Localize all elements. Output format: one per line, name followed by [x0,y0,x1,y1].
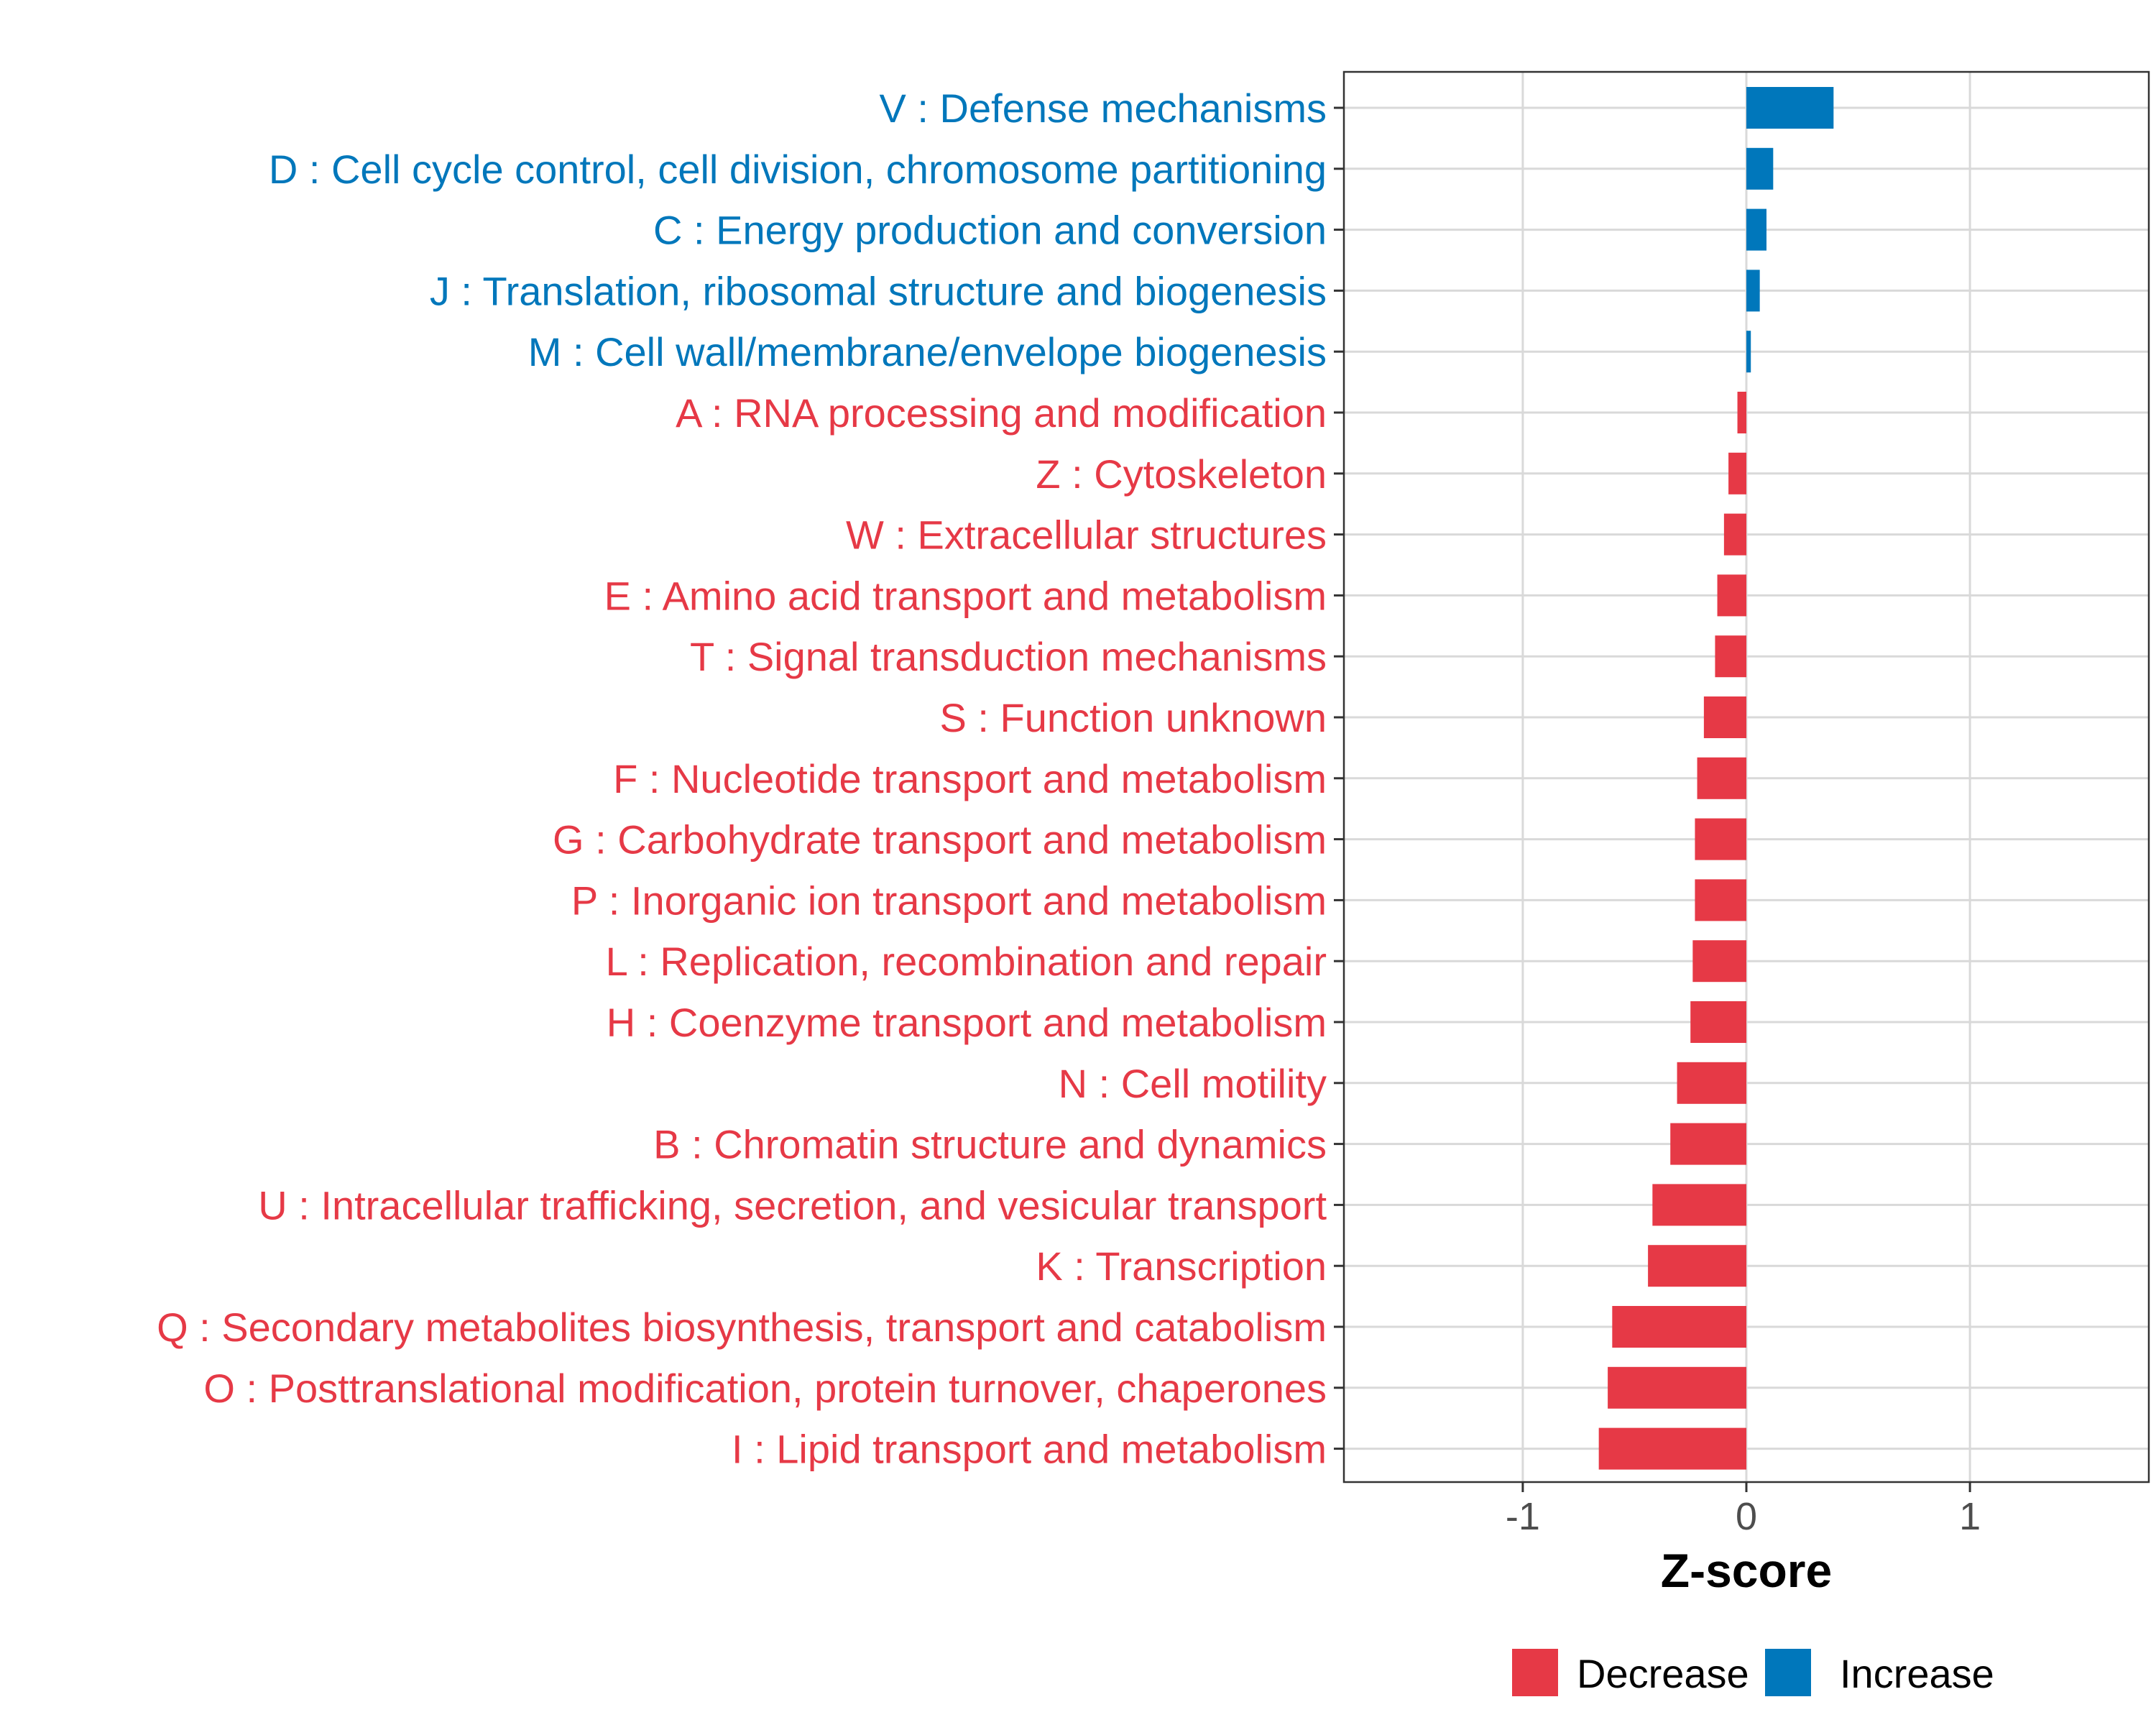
bar-e [1717,574,1746,617]
bar-g [1695,818,1746,860]
legend-label-increase: Increase [1840,1651,1994,1696]
category-label-b: B : Chromatin structure and dynamics [653,1122,1327,1167]
bars-group [1598,87,1834,1470]
bar-j [1746,270,1760,312]
bar-l [1692,940,1746,983]
y-axis-category-labels: V : Defense mechanisms D : Cell cycle con… [157,86,1327,1472]
bar-u [1652,1184,1746,1226]
category-label-i: I : Lipid transport and metabolism [732,1427,1327,1472]
category-label-d: D : Cell cycle control, cell division, c… [269,147,1327,192]
category-label-s: S : Function unknown [939,695,1327,740]
category-label-g: G : Carbohydrate transport and metabolis… [553,817,1327,862]
legend-key-decrease [1512,1649,1558,1696]
category-label-u: U : Intracellular trafficking, secretion… [258,1182,1327,1228]
bar-k [1648,1245,1746,1287]
bar-h [1690,1001,1746,1043]
x-tick-label-2: 1 [1959,1495,1981,1538]
category-label-h: H : Coenzyme transport and metabolism [607,1000,1327,1045]
bar-q [1612,1306,1746,1348]
x-tick-label-1: 0 [1736,1495,1757,1538]
category-label-w: W : Extracellular structures [846,512,1327,558]
category-label-k: K : Transcription [1036,1243,1327,1289]
category-label-o: O : Posttranslational modification, prot… [203,1366,1327,1411]
bar-w [1723,513,1746,556]
bar-n [1677,1062,1746,1104]
x-axis-tick-labels: -1 0 1 [1506,1495,1981,1538]
bar-m [1746,331,1751,373]
bar-v [1746,87,1834,129]
category-label-a: A : RNA processing and modification [676,390,1327,436]
category-label-q: Q : Secondary metabolites biosynthesis, … [157,1305,1327,1350]
x-axis-ticks [1521,1482,1971,1492]
bar-c [1746,208,1766,251]
category-label-p: P : Inorganic ion transport and metaboli… [571,878,1327,923]
category-label-z: Z : Cytoskeleton [1036,451,1327,497]
bar-s [1703,696,1746,738]
bar-i [1598,1427,1746,1470]
category-label-e: E : Amino acid transport and metabolism [604,573,1327,618]
category-label-j: J : Translation, ribosomal structure and… [430,268,1327,313]
legend-key-increase [1765,1649,1811,1696]
bar-b [1670,1123,1746,1165]
category-label-f: F : Nucleotide transport and metabolism [613,756,1327,801]
category-label-t: T : Signal transduction mechanisms [690,634,1327,679]
category-label-n: N : Cell motility [1059,1061,1327,1106]
legend-label-decrease: Decrease [1577,1651,1749,1696]
category-label-c: C : Energy production and conversion [653,208,1327,253]
legend: Decrease Increase [1512,1649,1994,1696]
bar-d [1746,147,1774,190]
x-axis-title: Z-score [1661,1544,1832,1597]
y-axis-ticks [1334,106,1344,1450]
bar-p [1695,879,1746,921]
category-label-v: V : Defense mechanisms [880,86,1327,131]
bar-t [1715,635,1746,678]
bar-f [1697,757,1746,799]
bar-a [1737,392,1746,433]
bar-o [1608,1366,1746,1409]
category-label-m: M : Cell wall/membrane/envelope biogenes… [528,329,1327,374]
bar-z [1728,452,1746,494]
x-tick-label-0: -1 [1506,1495,1540,1538]
category-label-l: L : Replication, recombination and repai… [606,939,1327,984]
